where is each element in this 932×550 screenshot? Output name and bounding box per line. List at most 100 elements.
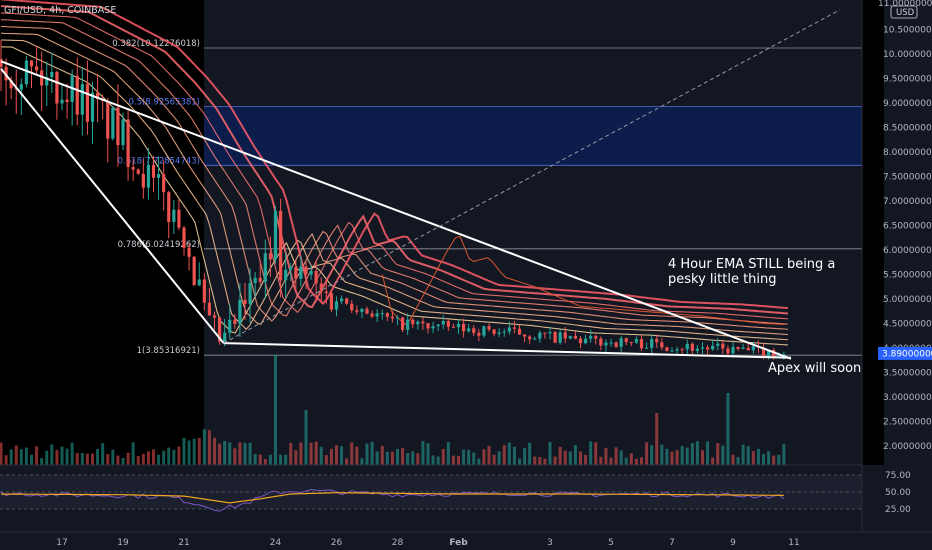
candle	[670, 350, 674, 352]
time-tick-label: 17	[56, 538, 67, 548]
volume-bar	[375, 451, 379, 465]
candle	[299, 266, 303, 279]
ema-annotation-line2: pesky little thing	[668, 272, 777, 287]
volume-bar	[736, 457, 740, 465]
symbol-label[interactable]: GFI/USD, 4h, COINBASE	[4, 5, 116, 16]
candle	[721, 343, 725, 349]
ema-line	[0, 32, 788, 336]
candle	[329, 293, 334, 310]
candle	[487, 326, 491, 330]
volume-bar	[253, 454, 257, 465]
volume-bar	[248, 442, 252, 465]
volume-bar	[502, 445, 506, 465]
price-tick-label: 2.50000000	[883, 418, 932, 428]
volume-bar	[462, 449, 466, 465]
volume-bar	[329, 448, 333, 465]
volume-bar	[340, 446, 344, 465]
volume-bar	[157, 454, 161, 465]
candle	[65, 99, 69, 102]
candle	[375, 313, 379, 317]
volume-bar	[370, 441, 374, 465]
volume-bar	[355, 446, 359, 465]
volume-bar	[497, 451, 501, 465]
volume-bar	[192, 438, 196, 465]
candle	[726, 348, 730, 354]
candle	[751, 346, 755, 351]
volume-bar	[390, 451, 394, 465]
ema-line	[0, 5, 788, 315]
volume-bar	[197, 437, 201, 465]
volume-bar	[604, 448, 608, 465]
volume-bar	[624, 457, 628, 465]
candle	[24, 60, 29, 85]
candle	[197, 279, 201, 286]
candle	[278, 210, 283, 281]
candle	[594, 335, 598, 339]
volume-bar	[411, 451, 415, 465]
candle	[639, 339, 644, 349]
volume-bar	[207, 430, 211, 465]
candle	[665, 347, 669, 351]
price-tick-label: 2.00000000	[883, 442, 932, 452]
volume-bar	[324, 454, 328, 465]
candle	[772, 349, 776, 358]
volume-bar	[218, 443, 222, 465]
candle	[228, 319, 232, 333]
candle	[604, 342, 608, 346]
volume-bar	[584, 454, 588, 465]
time-axis[interactable]: 17 19 21 24 26 28 Feb 3 5 7 9 11	[56, 538, 799, 548]
volume-bar	[782, 444, 786, 465]
candle	[609, 342, 613, 344]
candlesticks	[0, 40, 786, 360]
volume-bar	[772, 455, 776, 465]
candle	[502, 331, 506, 333]
ema-line	[0, 0, 788, 310]
volume-bar	[599, 456, 603, 465]
volume-bar	[202, 429, 206, 465]
candle	[0, 58, 3, 68]
volume-bar	[70, 442, 74, 465]
candle	[80, 84, 84, 115]
volume-bar	[258, 454, 262, 465]
candle	[599, 338, 603, 346]
volume-bar	[223, 441, 227, 465]
candle	[162, 174, 166, 193]
candle	[711, 345, 715, 350]
candle	[558, 332, 562, 343]
volume-bar	[24, 447, 28, 465]
volume-bar	[579, 451, 582, 465]
volume-bar	[716, 443, 720, 465]
volume-bar	[136, 456, 140, 465]
candle	[680, 349, 684, 351]
rsi-pane	[0, 474, 862, 512]
volume-bar	[645, 442, 649, 465]
candle	[451, 326, 456, 328]
volume-bar	[299, 442, 303, 465]
volume-bar	[396, 448, 399, 465]
volume-bar	[731, 454, 735, 465]
candle	[563, 332, 567, 339]
volume-bar	[751, 451, 755, 465]
candle	[736, 346, 740, 350]
volume-bar	[457, 456, 460, 465]
volume-bar	[213, 437, 216, 465]
candle	[55, 71, 59, 104]
currency-badge[interactable]	[890, 5, 918, 19]
candle	[243, 299, 247, 304]
volume-bar	[162, 450, 166, 465]
volume-bar	[80, 453, 84, 465]
time-tick-label: 19	[117, 538, 129, 548]
volume-bar	[385, 451, 389, 465]
ema-line	[0, 12, 788, 320]
volume-bar	[512, 446, 516, 465]
volume-bar	[629, 453, 633, 465]
candle	[258, 277, 262, 282]
volume-bar	[762, 454, 765, 465]
candle	[151, 164, 156, 178]
candle	[426, 323, 430, 329]
candle	[634, 339, 639, 343]
price-tick-label: 8.00000000	[883, 148, 932, 158]
volume-bar	[548, 441, 552, 465]
candle	[156, 174, 161, 178]
candle	[467, 328, 471, 332]
